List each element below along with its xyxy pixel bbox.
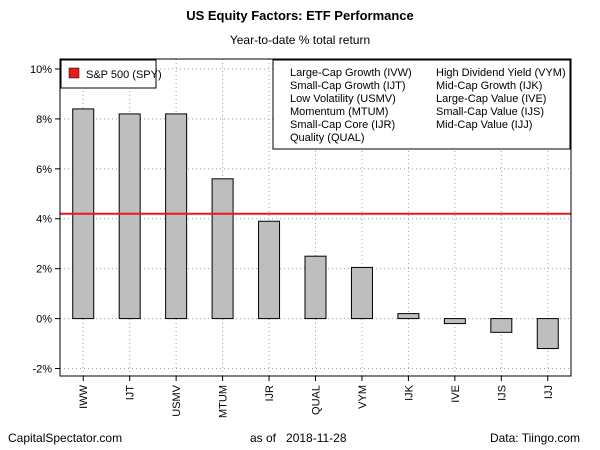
x-tick-label: USMV: [171, 384, 183, 416]
legend-entry: Small-Cap Growth (IJT): [290, 80, 406, 92]
bar-ive: [443, 318, 466, 325]
bar-ijr: [258, 220, 281, 320]
y-tick-label: 2%: [36, 264, 52, 276]
bar-usmv: [165, 113, 188, 320]
x-tick-label: IVE: [450, 385, 462, 403]
footer-data-credit: Data: Tiingo.com: [489, 431, 580, 445]
bar-mtum: [211, 178, 234, 320]
chart-title: US Equity Factors: ETF Performance: [186, 8, 414, 23]
x-tick-label: IJT: [125, 385, 137, 401]
legend-entry: Momentum (MTUM): [290, 106, 388, 118]
x-tick-label: IJK: [403, 384, 415, 401]
legend-entry: Small-Cap Value (IJS): [436, 106, 544, 118]
legend-entry: High Dividend Yield (VYM): [436, 67, 566, 79]
spy-legend-swatch: [68, 67, 80, 79]
chart-subtitle: Year-to-date % total return: [229, 33, 371, 47]
as-of-date: 2018-11-28: [286, 431, 347, 445]
footer-as-of: as of 2018-11-28: [250, 431, 347, 445]
bar-vym: [350, 266, 373, 320]
x-tick-label: IWW: [78, 384, 90, 408]
legend-entry: Large-Cap Growth (IVW): [290, 67, 412, 79]
bar-ijj: [536, 318, 559, 350]
legend-entry: Large-Cap Value (IVE): [436, 93, 546, 105]
y-tick-label: 0%: [36, 314, 52, 326]
spy-legend-label: S&P 500 (SPY): [86, 69, 162, 81]
x-tick-label: QUAL: [311, 385, 323, 415]
x-tick-label: IJS: [496, 385, 508, 401]
legend-entry: Mid-Cap Value (IJJ): [436, 119, 532, 131]
footer-source: CapitalSpectator.com: [8, 431, 123, 445]
bar-ijs: [490, 318, 513, 333]
legend-entry: Mid-Cap Growth (IJK): [436, 80, 542, 92]
y-tick-label: 6%: [36, 164, 52, 176]
legend-entry: Small-Cap Core (IJR): [290, 119, 395, 131]
bar-ijk: [397, 313, 420, 320]
y-tick-label: 8%: [36, 114, 52, 126]
legend-entry: Low Volatility (USMV): [290, 93, 396, 105]
y-tick-label: -2%: [32, 364, 52, 376]
axis-layer: -2% 0% 2% 4% 6% 8% 10% IWW IJT USMV MTUM IJR QUAL VYM…: [30, 58, 572, 418]
x-tick-label: IJR: [264, 385, 276, 402]
as-of-label: as of: [250, 431, 277, 445]
x-tick-label: MTUM: [218, 385, 230, 418]
bar-qual: [304, 255, 327, 320]
etf-legend-box: [272, 59, 571, 150]
x-tick-label: VYM: [357, 385, 369, 409]
y-tick-label: 10%: [30, 64, 52, 76]
x-tick-label: IJJ: [543, 385, 555, 399]
legend-layer: S&P 500 (SPY) Large-Cap Growth (IVW)Small…: [60, 59, 571, 150]
bar-ijt: [118, 113, 141, 320]
y-tick-label: 4%: [36, 214, 52, 226]
legend-entry: Quality (QUAL): [290, 132, 365, 144]
